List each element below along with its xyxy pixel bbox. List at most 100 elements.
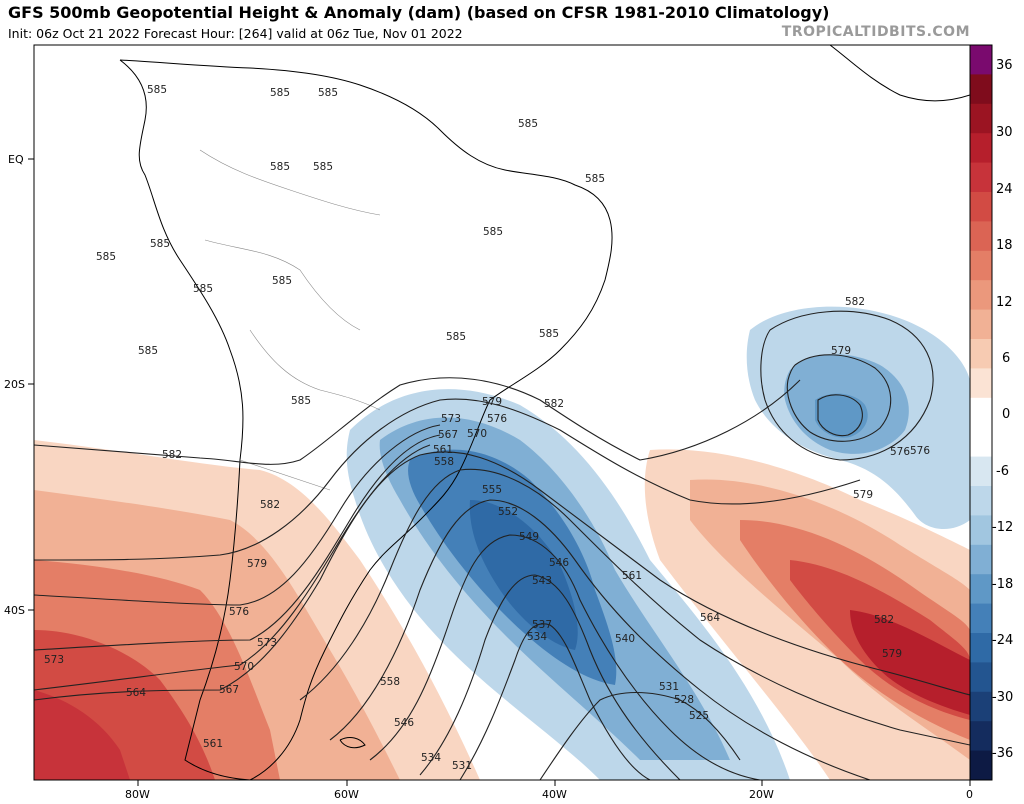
contour-east-low-2 [786,354,892,442]
colorbar-label: -30 [992,690,1013,705]
colorbar-label: -36 [992,746,1013,761]
colorbar-label: 30 [996,125,1013,140]
colorbar-swatch [970,515,992,546]
colorbar-frame [969,44,993,781]
negative-anomaly-east-low-core [815,393,868,438]
contour-label-540: 540 [615,633,635,645]
africa-coastline [829,45,970,102]
contour-558 [299,468,970,746]
contour-label-585: 585 [270,87,290,99]
contour-label-layer: 585 585 585 585 585 585 585 585 585 585 … [44,84,930,772]
colorbar-label: 12 [996,295,1013,310]
colorbar-swatch [970,486,992,516]
colorbar-swatch [970,691,992,722]
contour-546 [369,534,761,780]
contour-528 [539,691,741,780]
contour-label-543: 543 [532,575,552,587]
contour-label-585: 585 [518,118,538,130]
contour-label-561: 561 [622,570,642,582]
map-title: GFS 500mb Geopotential Height & Anomaly … [8,3,830,22]
contour-label-585: 585 [539,328,559,340]
colorbar-swatch [970,74,992,105]
colorbar-swatch [970,45,992,75]
contour-label-561: 561 [203,738,223,750]
country-border-4 [199,149,381,216]
contour-label-570: 570 [234,661,254,673]
colorbar-swatch [970,574,992,605]
contour-label-570: 570 [467,428,487,440]
contour-552 [329,499,871,780]
contour-label-531: 531 [452,760,472,772]
contour-label-537: 537 [532,619,552,631]
contour-label-579: 579 [882,648,902,660]
contour-label-585: 585 [150,238,170,250]
colorbar-swatch [970,456,992,487]
contour-label-585: 585 [313,161,333,173]
contour-576 [34,424,441,606]
contour-label-531: 531 [659,681,679,693]
colorbar-swatch [970,368,992,399]
contour-label-552: 552 [498,506,518,518]
map-subtitle: Init: 06z Oct 21 2022 Forecast Hour: [26… [8,26,463,41]
contour-label-573: 573 [44,654,64,666]
contour-label-576: 576 [910,445,930,457]
colorbar-swatch [970,427,992,458]
contour-582-north [34,377,801,465]
contour-label-582: 582 [162,449,182,461]
south-america-coastline [119,59,613,780]
colorbar-swatch [970,309,992,340]
contour-label-585: 585 [272,275,292,287]
lon-label-60w: 60W [334,788,359,800]
contour-label-567: 567 [219,684,239,696]
colorbar-swatch [970,162,992,193]
contour-label-579: 579 [853,489,873,501]
contour-label-546: 546 [394,717,414,729]
lon-label-40w: 40W [542,788,567,800]
colorbar-swatch [970,662,992,693]
brand-watermark: TROPICALTIDBITS.COM [781,24,970,40]
colorbar-swatch [970,133,992,164]
colorbar-swatch [970,221,992,252]
contour-label-546: 546 [549,557,569,569]
contour-label-576: 576 [890,446,910,458]
lat-label-40s: 40S [4,604,25,617]
contour-label-558: 558 [434,456,454,468]
colorbar-swatch [970,250,992,281]
contour-label-573: 573 [441,413,461,425]
lat-label-eq: EQ [8,153,24,166]
colorbar-label: -6 [996,464,1009,479]
contour-label-534: 534 [527,631,547,643]
contour-label-585: 585 [483,226,503,238]
contour-label-564: 564 [700,612,720,624]
contour-label-558: 558 [380,676,400,688]
contour-540 [419,574,681,780]
contour-east-low-1 [760,310,934,461]
falklands-islands [339,737,366,749]
contour-label-561: 561 [433,444,453,456]
contour-label-549: 549 [519,531,539,543]
colorbar-tick-labels: 36 30 24 18 12 6 0 -6 -12 -18 -24 -30 -3… [992,58,1013,761]
coastline-layer [119,45,970,780]
contour-label-585: 585 [318,87,338,99]
contour-label-585: 585 [193,283,213,295]
contour-label-582: 582 [874,614,894,626]
colorbar-swatch [970,103,992,134]
contour-label-534: 534 [421,752,441,764]
negative-anomaly-core [469,500,578,650]
contour-label-585: 585 [291,395,311,407]
positive-anomaly-east-peak [850,610,970,715]
colorbar-label: 24 [996,182,1013,197]
contour-label-528: 528 [674,694,694,706]
contour-label-579: 579 [831,345,851,357]
contour-label-525: 525 [689,710,709,722]
country-border-1 [204,239,361,331]
lon-label-0: 0 [966,788,973,800]
contour-label-576: 576 [229,606,249,618]
colorbar-label: 6 [1002,351,1010,366]
contour-573 [34,434,441,651]
colorbar [970,45,992,781]
contour-label-582: 582 [845,296,865,308]
latitude-axis: EQ 20S 40S [4,153,34,617]
